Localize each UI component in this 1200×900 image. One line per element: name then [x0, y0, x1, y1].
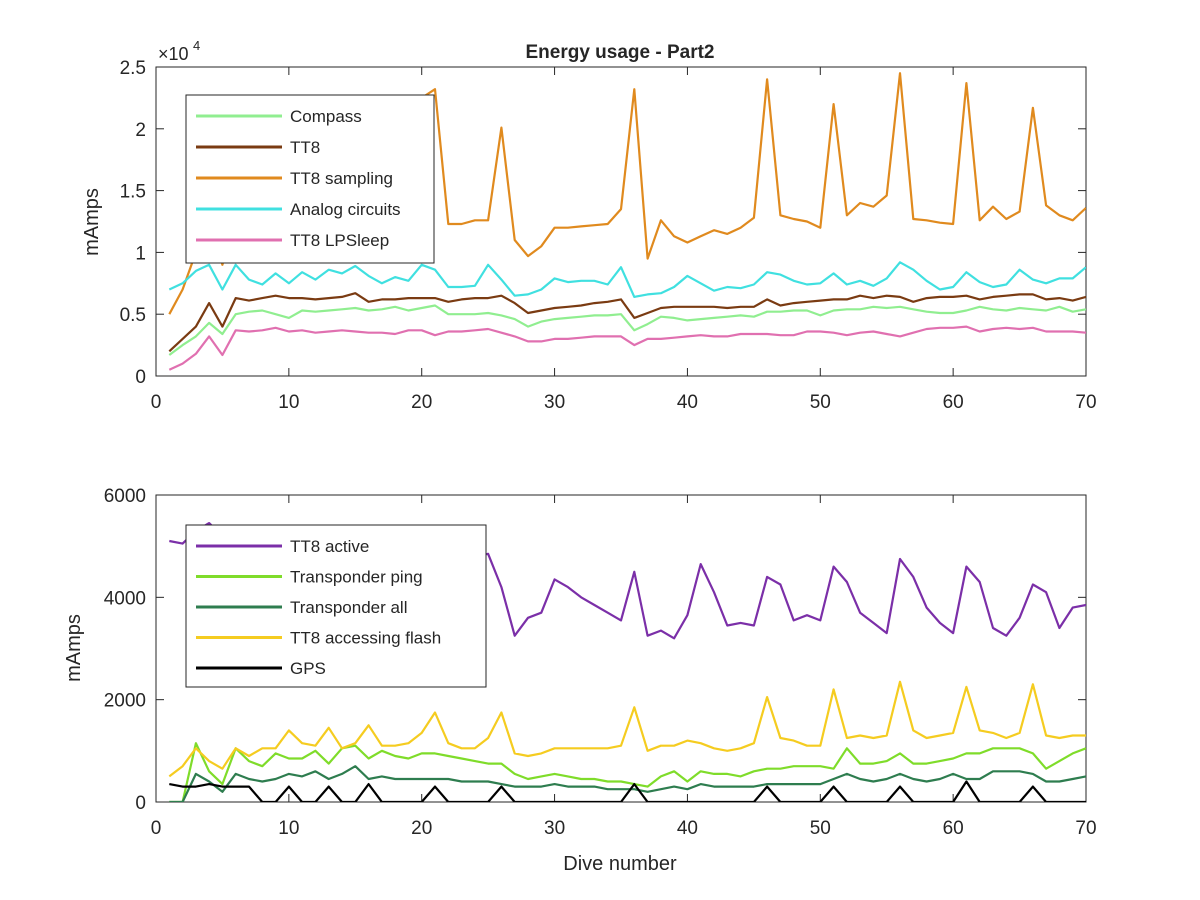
x-tick-label: 30 — [544, 392, 565, 413]
x-tick-label: 50 — [810, 392, 831, 413]
y-tick-label: 2.5 — [120, 58, 146, 79]
legend-label-transponder-all: Transponder all — [290, 598, 408, 617]
y-exponent-label: ×10 4 — [158, 38, 200, 64]
x-tick-label: 0 — [151, 818, 162, 839]
energy-usage-chart-top: Energy usage - Part2 ×10 4 mAmps 0 10 20 30… — [81, 38, 1097, 413]
x-tick-label: 40 — [677, 818, 698, 839]
x-tick-label: 70 — [1075, 818, 1096, 839]
y-axis-label: mAmps — [81, 188, 103, 256]
legend-label-tt8-lpsleep: TT8 LPSleep — [290, 231, 389, 250]
legend-label-compass: Compass — [290, 107, 362, 126]
legend-label-tt8-sampling: TT8 sampling — [290, 169, 393, 188]
y-exponent-base: ×10 — [158, 44, 189, 64]
y-tick-label: 0 — [135, 793, 146, 814]
x-tick-label: 60 — [943, 392, 964, 413]
legend-label-tt8: TT8 — [290, 138, 320, 157]
x-tick-label: 50 — [810, 818, 831, 839]
y-axis-label: mAmps — [63, 614, 85, 682]
y-tick-label: 6000 — [104, 486, 146, 507]
x-tick-label: 60 — [943, 818, 964, 839]
y-tick-label: 4000 — [104, 588, 146, 609]
series-line-compass — [168, 304, 1086, 356]
y-tick-label: 0 — [135, 367, 146, 388]
series-line-transponder-ping — [169, 742, 1086, 802]
series-line-tt8-lpsleep — [168, 325, 1086, 371]
series-line-tt8 — [168, 292, 1086, 353]
legend-label-gps: GPS — [290, 659, 326, 678]
energy-usage-chart-bottom: mAmps Dive number 0 10 20 30 40 50 60 70 0 2000 40… — [63, 486, 1097, 875]
legend-label-analog-circuits: Analog circuits — [290, 200, 401, 219]
x-tick-label: 0 — [151, 392, 162, 413]
series-line-gps — [169, 780, 1086, 802]
series-line-transponder-all — [169, 765, 1086, 802]
series-line-analog-circuits — [168, 261, 1086, 298]
x-tick-label: 70 — [1075, 392, 1096, 413]
x-tick-label: 20 — [411, 392, 432, 413]
legend-label-transponder-ping: Transponder ping — [290, 568, 423, 587]
x-tick-label: 40 — [677, 392, 698, 413]
x-tick-label: 30 — [544, 818, 565, 839]
x-axis-label: Dive number — [563, 853, 677, 875]
x-tick-label: 10 — [278, 392, 299, 413]
legend: Compass TT8 TT8 sampling Analog circuits TT8… — [185, 94, 435, 264]
series-line-tt8-accessing-flash — [168, 680, 1086, 778]
y-tick-label: 1 — [135, 243, 146, 264]
x-tick-label: 10 — [278, 818, 299, 839]
chart-title: Energy usage - Part2 — [525, 42, 714, 63]
y-tick-label: 0.5 — [120, 305, 146, 326]
legend: TT8 active Transponder ping Transponder al… — [185, 524, 487, 688]
y-exponent-power: 4 — [193, 38, 200, 53]
legend-label-tt8-accessing-flash: TT8 accessing flash — [290, 629, 441, 648]
y-tick-label: 2000 — [104, 691, 146, 712]
y-tick-label: 1.5 — [120, 182, 146, 203]
y-tick-label: 2 — [135, 120, 146, 141]
legend-label-tt8-active: TT8 active — [290, 537, 369, 556]
x-tick-label: 20 — [411, 818, 432, 839]
